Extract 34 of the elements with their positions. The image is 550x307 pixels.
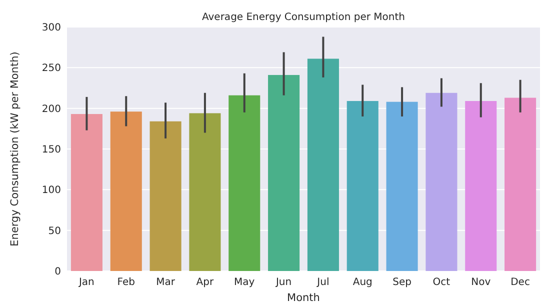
y-tick-label: 150 (42, 144, 61, 156)
x-tick-label: Oct (432, 277, 450, 288)
x-tick-label: Mar (156, 277, 176, 288)
bar (465, 101, 497, 271)
y-tick-label: 300 (42, 22, 61, 34)
chart-title: Average Energy Consumption per Month (202, 12, 405, 23)
bar (110, 112, 142, 271)
y-tick-label: 0 (54, 266, 61, 278)
bar (189, 113, 221, 271)
x-axis-title: Month (287, 292, 320, 304)
x-tick-label: Sep (392, 277, 412, 288)
x-tick-label: Jun (274, 277, 292, 288)
x-tick-label: Apr (196, 277, 214, 288)
x-tick-label: Feb (117, 277, 135, 288)
x-tick-label: Nov (471, 277, 491, 288)
bar (228, 95, 260, 271)
bar (386, 102, 418, 271)
bar (346, 101, 378, 271)
x-tick-label: Jan (78, 277, 94, 288)
x-tick-label: Aug (352, 277, 372, 288)
x-tick-label: Jul (316, 277, 330, 288)
y-tick-label: 200 (42, 104, 61, 115)
x-tick-label: May (234, 277, 255, 288)
bar (70, 114, 102, 271)
y-tick-label: 100 (42, 185, 61, 196)
bar (268, 74, 300, 271)
y-axis-title: Energy Consumption (kW per Month) (9, 52, 21, 246)
bar (150, 121, 182, 271)
y-tick-label: 50 (48, 226, 61, 237)
x-tick-label: Dec (510, 277, 530, 288)
y-tick-label: 250 (42, 63, 61, 74)
bar (504, 98, 536, 271)
bar (426, 92, 458, 271)
bar (307, 58, 339, 271)
